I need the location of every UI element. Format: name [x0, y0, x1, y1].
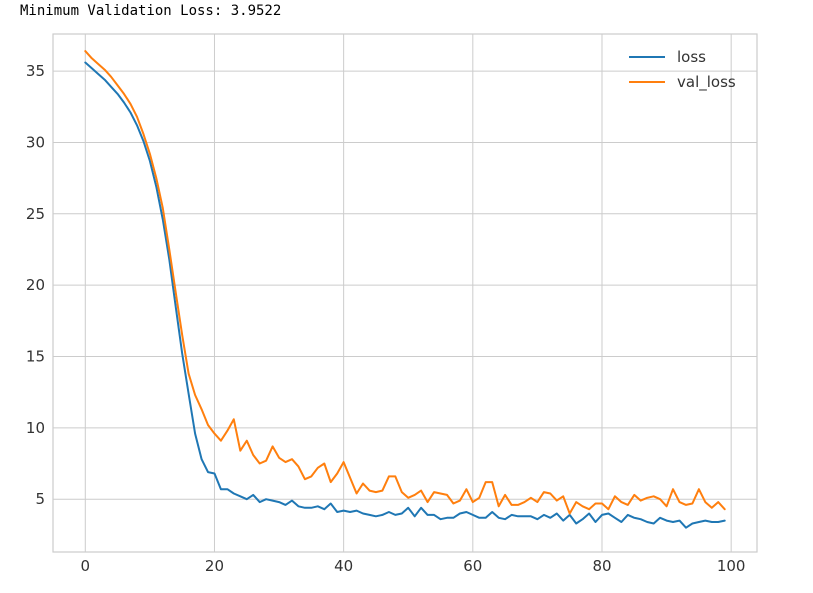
y-tick-labels: 5 10 15 20 25 30 35	[26, 62, 45, 508]
gridlines	[53, 34, 757, 552]
x-tick-label: 0	[81, 557, 91, 575]
x-tick-labels: 0 20 40 60 80 100	[81, 557, 746, 575]
y-tick-label: 25	[26, 205, 45, 223]
min-val-loss-text: Minimum Validation Loss: 3.9522	[20, 3, 282, 19]
y-tick-label: 20	[26, 276, 45, 294]
x-tick-label: 20	[205, 557, 224, 575]
y-tick-label: 35	[26, 62, 45, 80]
legend-label-val-loss: val_loss	[677, 73, 736, 92]
y-tick-label: 15	[26, 348, 45, 366]
series-line-loss	[84, 61, 726, 529]
series-lines	[84, 50, 726, 529]
legend-label-loss: loss	[677, 48, 706, 66]
y-tick-label: 30	[26, 133, 45, 151]
y-tick-label: 5	[35, 490, 45, 508]
plot-area-frame	[52, 33, 758, 553]
x-tick-label: 100	[717, 557, 746, 575]
x-tick-label: 40	[334, 557, 353, 575]
series-line-val-loss	[84, 50, 726, 515]
legend: loss val_loss	[629, 48, 736, 92]
x-tick-label: 80	[592, 557, 611, 575]
x-tick-label: 60	[463, 557, 482, 575]
y-tick-label: 10	[26, 419, 45, 437]
